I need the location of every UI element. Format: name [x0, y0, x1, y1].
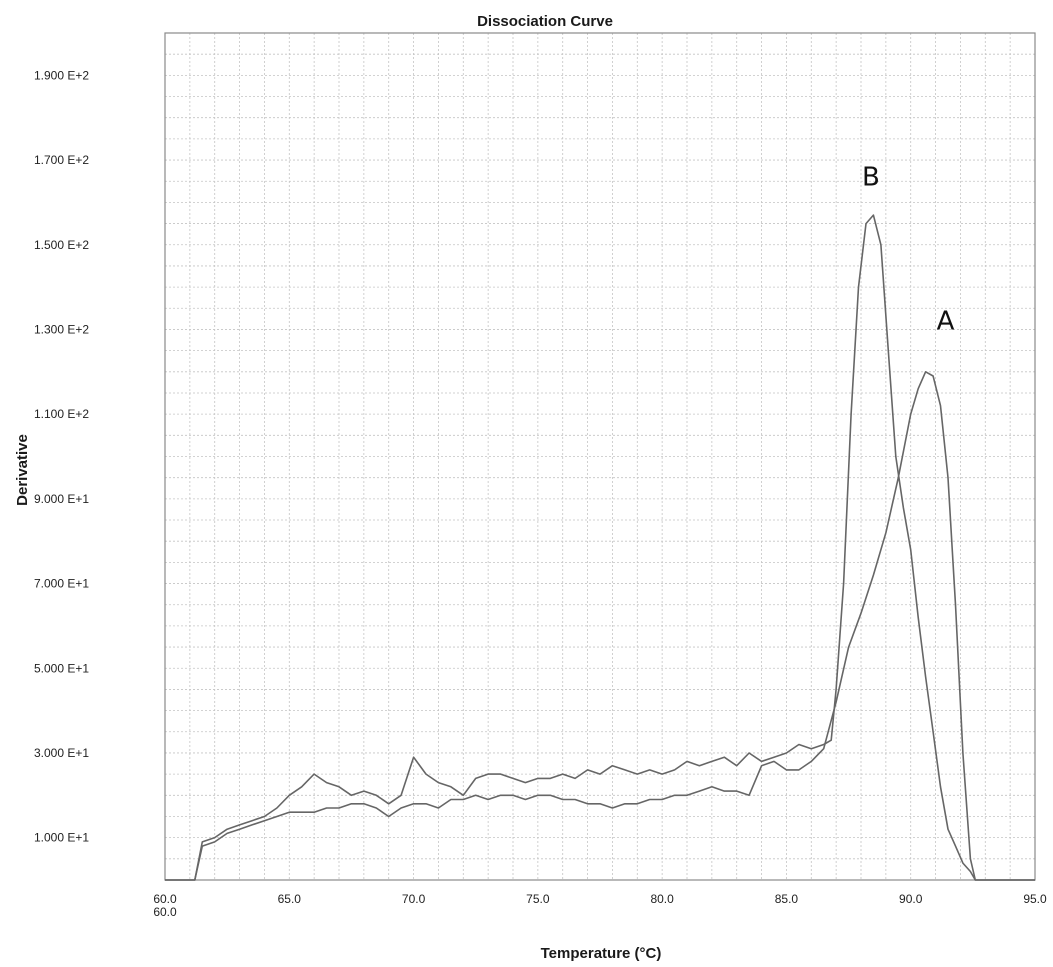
annotation-label-a: A: [937, 306, 955, 336]
y-tick-label: 3.000 E+1: [34, 746, 89, 760]
y-tick-label: 1.000 E+1: [34, 831, 89, 845]
y-axis-label: Derivative: [14, 434, 31, 506]
x-tick-label: 60.0: [153, 892, 177, 906]
annotation-label-b: B: [862, 162, 880, 192]
chart-title: Dissociation Curve: [477, 13, 613, 30]
x-tick-label: 90.0: [899, 892, 923, 906]
series-line-2: [165, 214, 1035, 881]
x-tick-label: 95.0: [1023, 892, 1047, 906]
chart-grid: [165, 33, 1035, 880]
x-axis-ticks: 60.0 65.0 70.0 75.0 80.0 85.0 90.0 95.0: [153, 892, 1047, 906]
x-tick-label: 80.0: [650, 892, 674, 906]
plot-frame: [164, 32, 1036, 881]
y-tick-label: 1.700 E+2: [34, 153, 89, 167]
series-group: [165, 214, 1035, 881]
x-tick-label: 70.0: [402, 892, 426, 906]
y-tick-label: 9.000 E+1: [34, 492, 89, 506]
y-tick-label: 7.000 E+1: [34, 577, 89, 591]
series-line-1: [165, 370, 1035, 881]
x-tick-label: 85.0: [775, 892, 799, 906]
y-tick-label: 1.100 E+2: [34, 407, 89, 421]
y-tick-label: 1.900 E+2: [34, 68, 89, 82]
x-axis-label: Temperature (°C): [541, 945, 662, 962]
peak-annotations: BA: [862, 162, 955, 336]
x-tick-label: 75.0: [526, 892, 550, 906]
x-origin-tick-label: 60.0: [153, 905, 177, 919]
x-tick-label: 65.0: [278, 892, 302, 906]
y-tick-label: 1.500 E+2: [34, 238, 89, 252]
y-axis-ticks: 1.000 E+1 3.000 E+1 5.000 E+1 7.000 E+1 9.00…: [34, 68, 89, 844]
y-tick-label: 1.300 E+2: [34, 322, 89, 336]
y-tick-label: 5.000 E+1: [34, 661, 89, 675]
